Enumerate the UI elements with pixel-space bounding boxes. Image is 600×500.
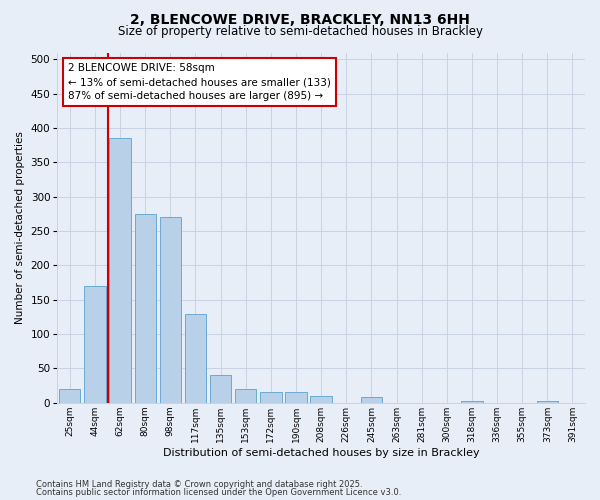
Bar bbox=[260, 392, 281, 403]
Bar bbox=[286, 392, 307, 403]
Bar bbox=[361, 398, 382, 403]
Bar bbox=[134, 214, 156, 403]
Bar bbox=[185, 314, 206, 403]
Bar bbox=[536, 400, 558, 403]
Bar bbox=[461, 400, 482, 403]
Bar bbox=[310, 396, 332, 403]
X-axis label: Distribution of semi-detached houses by size in Brackley: Distribution of semi-detached houses by … bbox=[163, 448, 479, 458]
Bar bbox=[109, 138, 131, 403]
Bar bbox=[160, 218, 181, 403]
Bar bbox=[59, 389, 80, 403]
Text: 2, BLENCOWE DRIVE, BRACKLEY, NN13 6HH: 2, BLENCOWE DRIVE, BRACKLEY, NN13 6HH bbox=[130, 12, 470, 26]
Text: Size of property relative to semi-detached houses in Brackley: Size of property relative to semi-detach… bbox=[118, 25, 482, 38]
Bar bbox=[84, 286, 106, 403]
Bar bbox=[235, 389, 256, 403]
Text: Contains HM Land Registry data © Crown copyright and database right 2025.: Contains HM Land Registry data © Crown c… bbox=[36, 480, 362, 489]
Y-axis label: Number of semi-detached properties: Number of semi-detached properties bbox=[15, 131, 25, 324]
Text: 2 BLENCOWE DRIVE: 58sqm
← 13% of semi-detached houses are smaller (133)
87% of s: 2 BLENCOWE DRIVE: 58sqm ← 13% of semi-de… bbox=[68, 63, 331, 101]
Bar bbox=[210, 376, 231, 403]
Text: Contains public sector information licensed under the Open Government Licence v3: Contains public sector information licen… bbox=[36, 488, 401, 497]
